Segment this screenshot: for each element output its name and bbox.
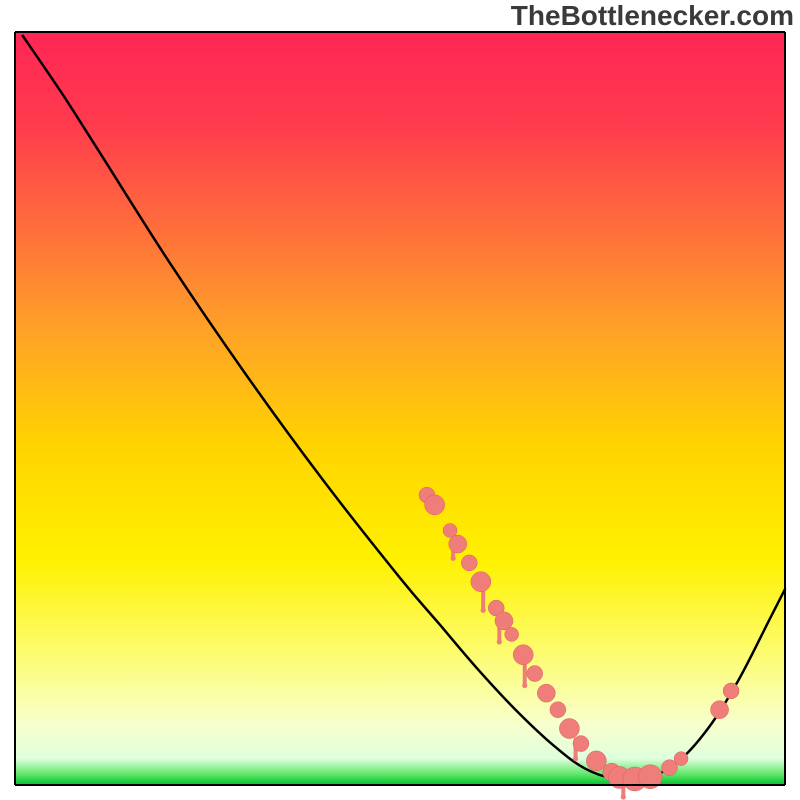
plot-background <box>15 32 785 785</box>
data-marker <box>449 535 467 553</box>
data-marker <box>586 751 606 771</box>
chart-container: TheBottlenecker.com <box>0 0 800 800</box>
data-marker <box>471 572 491 592</box>
data-marker <box>505 627 519 641</box>
data-marker <box>559 719 579 739</box>
marker-drip-end <box>621 794 626 799</box>
data-marker <box>527 666 543 682</box>
data-marker <box>537 684 555 702</box>
data-marker <box>513 645 533 665</box>
data-marker <box>461 555 477 571</box>
data-marker <box>550 702 566 718</box>
marker-drip <box>523 662 527 685</box>
bottleneck-curve-chart <box>0 0 800 800</box>
marker-drip-end <box>451 556 456 561</box>
marker-drip-end <box>497 639 502 644</box>
data-marker <box>573 736 589 752</box>
data-marker <box>425 495 445 515</box>
marker-drip-end <box>522 683 527 688</box>
data-marker <box>495 612 513 630</box>
data-marker <box>723 683 739 699</box>
data-marker <box>674 752 688 766</box>
data-marker <box>711 701 729 719</box>
marker-drip-end <box>481 608 486 613</box>
watermark-label: TheBottlenecker.com <box>511 0 794 32</box>
marker-drip-end <box>573 756 578 761</box>
